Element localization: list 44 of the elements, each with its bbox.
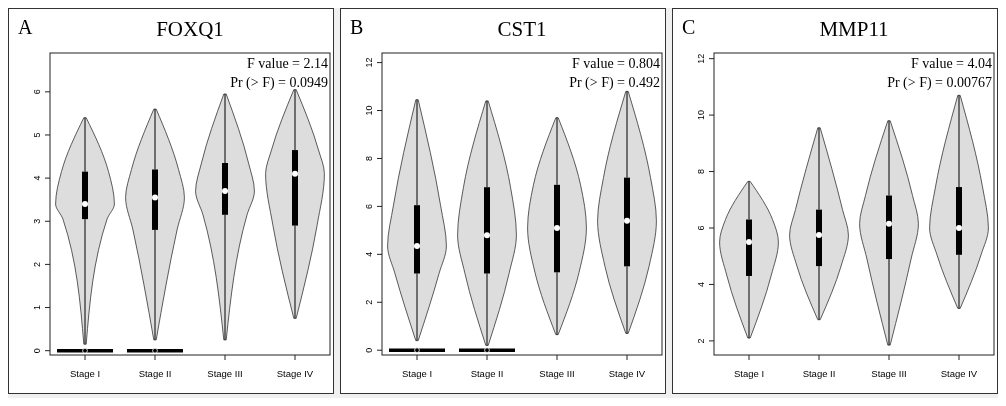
x-tick-label: Stage III	[871, 368, 907, 379]
y-tick-label: 1	[32, 305, 42, 311]
annotation: Pr (> F) = 0.00767	[887, 75, 992, 91]
y-tick-label: 10	[364, 105, 374, 116]
text: B	[350, 16, 364, 38]
x-tick-label: Stage III	[207, 368, 243, 379]
x-tick-label: Stage IV	[276, 368, 314, 379]
y-tick-label: 6	[696, 225, 706, 231]
annotation: Pr (> F) = 0.0949	[230, 75, 328, 91]
y-tick-label: 12	[696, 53, 706, 64]
x-tick-label: Stage I	[401, 368, 433, 379]
y-tick-label: 12	[364, 57, 374, 68]
x-tick-label: Stage I	[733, 368, 765, 379]
x-tick-label: Stage I	[69, 368, 101, 379]
annotation: Pr (> F) = 0.492	[569, 75, 660, 91]
x-tick-label: Stage II	[802, 368, 836, 379]
x-tick-label: Stage II	[138, 368, 172, 379]
y-tick-label: 6	[32, 89, 42, 95]
y-tick-label: 0	[364, 347, 374, 353]
x-tick-label: Stage IV	[940, 368, 978, 379]
chart-title: MMP11	[819, 17, 889, 41]
chart-title: FOXQ1	[156, 17, 224, 41]
x-tick-label: Stage IV	[608, 368, 646, 379]
y-tick-label: 4	[696, 281, 706, 287]
x-tick-label: Stage II	[470, 368, 504, 379]
y-tick-label: 10	[696, 110, 706, 121]
y-tick-label: 2	[696, 338, 706, 344]
y-tick-label: 8	[696, 169, 706, 175]
annotation: F value = 4.04	[911, 56, 992, 71]
text: C	[682, 16, 696, 38]
y-tick-label: 3	[32, 218, 42, 224]
y-tick-label: 2	[32, 261, 42, 267]
y-tick-label: 6	[364, 203, 374, 209]
y-tick-label: 0	[32, 348, 42, 354]
annotation: F value = 2.14	[247, 56, 328, 71]
annotation: F value = 0.804	[572, 56, 660, 71]
chart-title: CST1	[497, 17, 547, 41]
y-tick-label: 2	[364, 299, 374, 305]
y-tick-label: 5	[32, 132, 42, 138]
y-tick-label: 8	[364, 155, 374, 161]
x-tick-label: Stage III	[539, 368, 575, 379]
y-tick-label: 4	[364, 251, 374, 257]
y-tick-label: 4	[32, 175, 42, 181]
text: A	[18, 16, 33, 38]
